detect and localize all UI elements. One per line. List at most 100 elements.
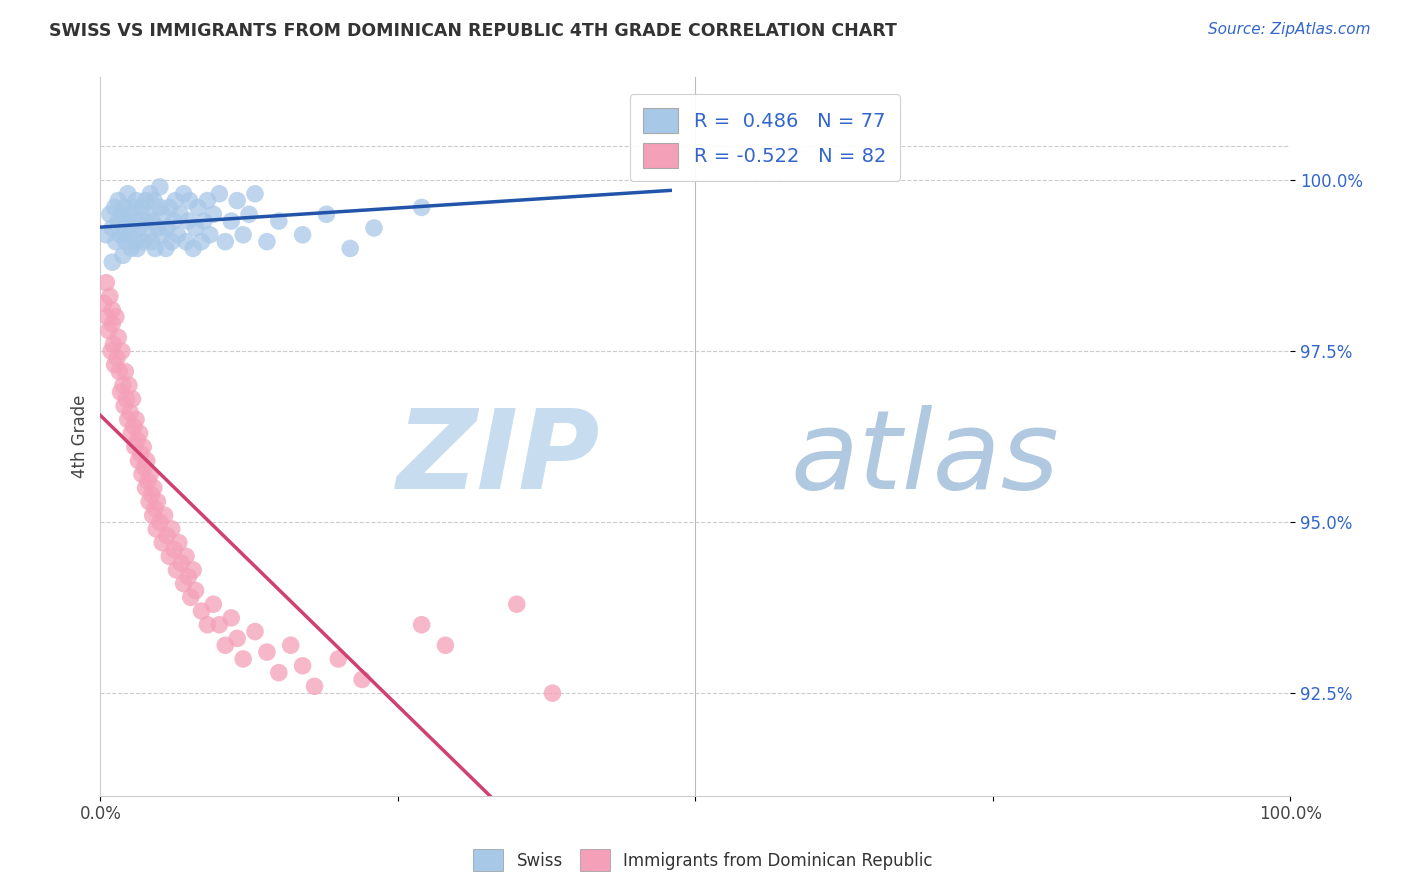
- Text: SWISS VS IMMIGRANTS FROM DOMINICAN REPUBLIC 4TH GRADE CORRELATION CHART: SWISS VS IMMIGRANTS FROM DOMINICAN REPUB…: [49, 22, 897, 40]
- Point: [208, 617, 231, 632]
- Point: [124, 235, 146, 249]
- Point: [156, 529, 179, 543]
- Point: [98, 289, 121, 303]
- Point: [134, 460, 156, 475]
- Point: [128, 221, 150, 235]
- Point: [104, 201, 127, 215]
- Point: [243, 186, 266, 201]
- Point: [267, 214, 290, 228]
- Point: [120, 406, 142, 420]
- Point: [160, 522, 183, 536]
- Point: [115, 392, 138, 406]
- Point: [101, 255, 124, 269]
- Point: [120, 207, 142, 221]
- Point: [136, 474, 159, 488]
- Point: [155, 242, 177, 256]
- Point: [131, 467, 153, 482]
- Point: [184, 583, 207, 598]
- Point: [117, 412, 139, 426]
- Point: [98, 207, 121, 221]
- Point: [135, 453, 157, 467]
- Point: [139, 186, 162, 201]
- Point: [267, 665, 290, 680]
- Point: [115, 214, 138, 228]
- Point: [142, 194, 165, 208]
- Point: [120, 426, 142, 441]
- Point: [135, 481, 157, 495]
- Point: [135, 194, 157, 208]
- Point: [169, 207, 191, 221]
- Text: atlas: atlas: [790, 405, 1059, 512]
- Point: [219, 611, 242, 625]
- Point: [173, 576, 195, 591]
- Point: [232, 652, 254, 666]
- Point: [198, 227, 221, 242]
- Point: [165, 194, 187, 208]
- Point: [166, 563, 188, 577]
- Point: [170, 556, 193, 570]
- Point: [187, 201, 209, 215]
- Point: [145, 522, 167, 536]
- Point: [291, 658, 314, 673]
- Point: [142, 508, 165, 523]
- Point: [150, 535, 173, 549]
- Point: [149, 201, 172, 215]
- Point: [142, 214, 165, 228]
- Point: [434, 638, 457, 652]
- Point: [138, 494, 160, 508]
- Point: [143, 501, 166, 516]
- Point: [96, 276, 118, 290]
- Point: [181, 563, 204, 577]
- Point: [174, 235, 197, 249]
- Point: [112, 201, 135, 215]
- Y-axis label: 4th Grade: 4th Grade: [72, 395, 89, 478]
- Point: [179, 194, 201, 208]
- Point: [125, 412, 148, 426]
- Point: [114, 365, 136, 379]
- Point: [352, 673, 374, 687]
- Point: [139, 467, 162, 482]
- Legend: R =  0.486   N = 77, R = -0.522   N = 82: R = 0.486 N = 77, R = -0.522 N = 82: [630, 95, 900, 181]
- Point: [136, 207, 159, 221]
- Point: [411, 201, 433, 215]
- Point: [93, 296, 115, 310]
- Point: [122, 201, 145, 215]
- Point: [339, 242, 361, 256]
- Point: [111, 207, 134, 221]
- Point: [118, 378, 141, 392]
- Point: [101, 303, 124, 318]
- Point: [96, 227, 118, 242]
- Point: [101, 317, 124, 331]
- Point: [146, 494, 169, 508]
- Point: [104, 358, 127, 372]
- Point: [153, 508, 176, 523]
- Point: [226, 632, 249, 646]
- Point: [101, 221, 124, 235]
- Point: [131, 201, 153, 215]
- Point: [202, 207, 225, 221]
- Point: [110, 385, 132, 400]
- Point: [541, 686, 564, 700]
- Point: [156, 221, 179, 235]
- Point: [111, 378, 134, 392]
- Point: [208, 186, 231, 201]
- Point: [184, 221, 207, 235]
- Point: [174, 549, 197, 564]
- Point: [105, 351, 128, 365]
- Point: [214, 235, 236, 249]
- Point: [100, 344, 122, 359]
- Point: [107, 194, 129, 208]
- Point: [121, 392, 143, 406]
- Point: [256, 235, 278, 249]
- Point: [280, 638, 302, 652]
- Point: [134, 214, 156, 228]
- Point: [304, 679, 326, 693]
- Text: ZIP: ZIP: [396, 405, 600, 512]
- Point: [238, 207, 260, 221]
- Point: [127, 242, 149, 256]
- Text: Source: ZipAtlas.com: Source: ZipAtlas.com: [1208, 22, 1371, 37]
- Point: [104, 235, 127, 249]
- Point: [291, 227, 314, 242]
- Point: [120, 227, 142, 242]
- Point: [129, 447, 152, 461]
